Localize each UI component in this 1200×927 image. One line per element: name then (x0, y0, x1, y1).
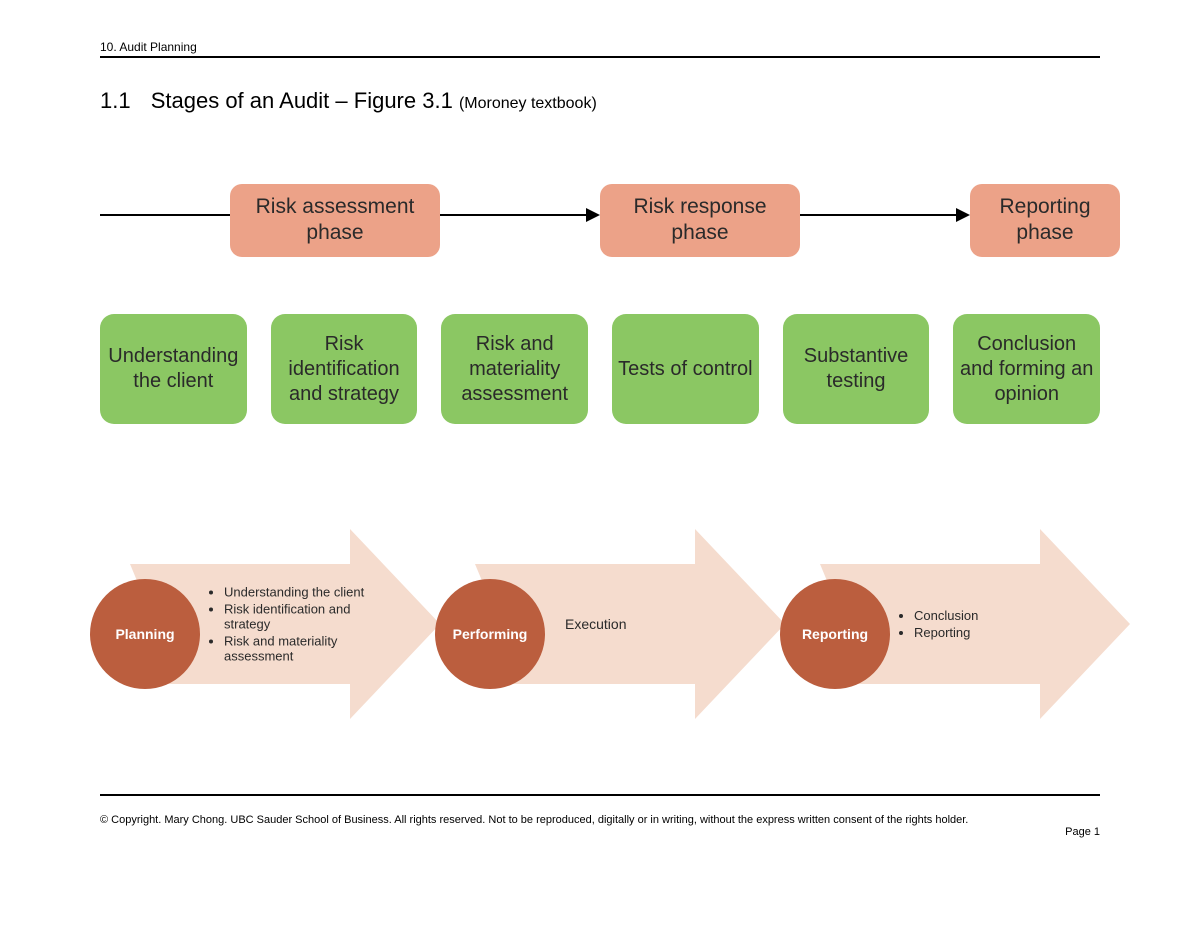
process-arrow: PerformingExecution (445, 524, 785, 724)
big-arrow-row: PlanningUnderstanding the clientRisk ide… (100, 524, 1100, 744)
phase-row: Risk assessmentphaseRisk responsephaseRe… (100, 184, 1100, 274)
process-bullets: Conclusion Reporting (900, 606, 978, 642)
process-arrow: ReportingConclusion Reporting (790, 524, 1130, 724)
process-circle: Planning (90, 579, 200, 689)
arrowhead-icon (956, 208, 970, 222)
phase-box: Reportingphase (970, 184, 1120, 257)
phase-box: Risk assessmentphase (230, 184, 440, 257)
phase-box: Risk responsephase (600, 184, 800, 257)
section-title-text: Stages of an Audit – Figure 3.1 (151, 88, 453, 113)
step-box: Risk identification and strategy (271, 314, 418, 424)
process-bullet-item: Conclusion (914, 608, 978, 623)
section-number: 1.1 (100, 88, 131, 113)
footer-copyright: © Copyright. Mary Chong. UBC Sauder Scho… (100, 814, 1100, 826)
section-title-source: (Moroney textbook) (459, 95, 597, 112)
page-header-chapter: 10. Audit Planning (100, 40, 1100, 58)
process-circle: Reporting (780, 579, 890, 689)
process-bullet-item: Reporting (914, 625, 978, 640)
phase-arrow-line (800, 214, 956, 216)
process-circle: Performing (435, 579, 545, 689)
step-box: Substantive testing (783, 314, 930, 424)
step-box: Tests of control (612, 314, 759, 424)
step-box: Understanding the client (100, 314, 247, 424)
step-row: Understanding the clientRisk identificat… (100, 314, 1100, 424)
process-bullet-item: Risk identification and strategy (224, 602, 390, 632)
process-text: Execution (565, 616, 626, 632)
footer-rule (100, 794, 1100, 796)
section-title: 1.1 Stages of an Audit – Figure 3.1 (Mor… (100, 88, 1100, 114)
process-bullet-item: Risk and materiality assessment (224, 634, 390, 664)
footer-page-number: Page 1 (100, 826, 1100, 838)
process-bullets: Understanding the client Risk identificat… (210, 583, 390, 666)
step-box: Conclusion and forming an opinion (953, 314, 1100, 424)
arrowhead-icon (586, 208, 600, 222)
process-bullet-item: Understanding the client (224, 585, 390, 600)
process-arrow: PlanningUnderstanding the clientRisk ide… (100, 524, 440, 724)
step-box: Risk and materiality assessment (441, 314, 588, 424)
